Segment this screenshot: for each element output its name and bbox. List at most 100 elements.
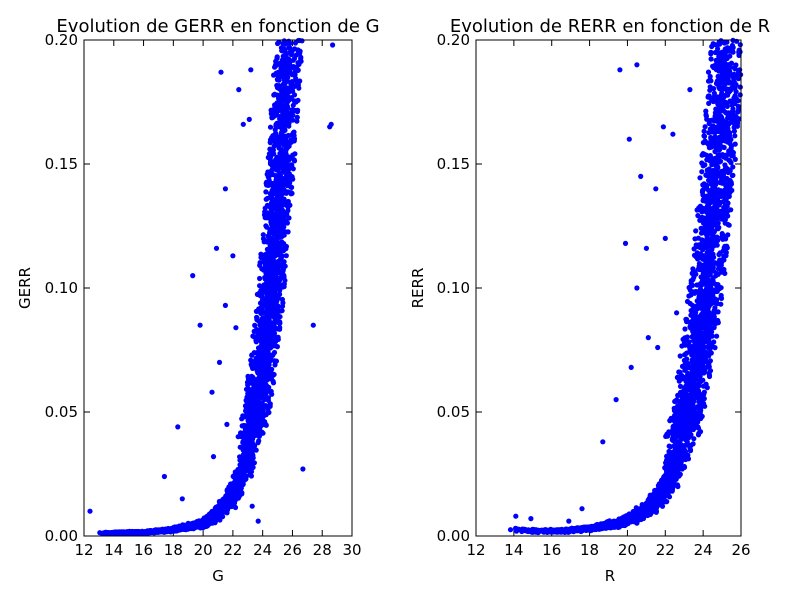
scatter-point [137,529,143,536]
scatter-point [267,124,274,130]
scatter-point [99,530,105,537]
scatter-point [286,123,292,129]
scatter-point [284,64,290,70]
scatter-point [284,103,290,109]
scatter-point [265,169,271,175]
scatter-point [237,466,243,472]
scatter-point [279,48,285,54]
scatter-point [283,169,290,175]
scatter-point [259,302,265,309]
scatter-point [284,85,290,91]
rerr-scatter-panel: Evolution de RERR en fonction de R R RER… [409,16,770,585]
scatter-point [255,345,262,351]
scatter-point [296,61,302,67]
scatter-point [277,124,283,130]
scatter-point [289,107,295,113]
y-axis-label: RERR [409,268,427,309]
scatter-point [180,524,186,530]
scatter-point [687,448,694,454]
scatter-point [282,137,288,143]
scatter-point [111,529,117,536]
scatter-point [289,71,295,77]
outlier-point [310,322,316,328]
x-tick-label: 26 [283,541,302,559]
scatter-point [293,82,300,88]
scatter-point [283,253,289,259]
scatter-point [273,203,279,209]
scatter-point [252,363,258,369]
scatter-point [261,395,267,401]
scatter-point [260,408,266,414]
scatter-point [279,282,285,288]
scatter-point [237,474,243,480]
scatter-point [258,326,264,333]
tick-group: 12 14 16 18 20 22 24 260.000.050.100.150.20 [437,31,751,559]
scatter-point [143,530,150,536]
scatter-point [247,378,253,384]
scatter-point [267,137,274,143]
scatter-point [245,410,251,416]
scatter-point [268,353,274,359]
scatter-point [234,489,241,495]
scatter-point [291,157,297,163]
scatter-point [172,525,178,531]
scatter-point [282,80,288,86]
scatter-point [235,434,241,440]
scatter-point [266,362,272,368]
scatter-point [152,528,158,534]
scatter-point [247,470,253,476]
outlier-point [300,466,306,472]
outlier-point [330,42,336,48]
y-tick-label: 0.20 [45,31,78,49]
scatter-point [257,283,263,289]
scatter-point [281,178,287,184]
outlier-point [218,69,224,75]
scatter-point [278,271,284,277]
scatter-point [259,294,265,300]
scatter-point [248,456,254,462]
scatter-point [263,391,269,397]
scatter-point [286,203,292,209]
scatter-point [241,422,247,429]
scatter-point [268,228,274,234]
outlier-point [210,454,217,460]
outlier-point [190,273,196,279]
scatter-point [290,117,296,123]
scatter-point [253,308,259,314]
scatter-point [276,241,282,247]
y-tick-label: 0.15 [45,155,78,173]
scatter-point [282,149,288,155]
scatter-point [265,281,271,287]
outlier-point [236,87,242,93]
scatter-point [272,127,278,133]
scatter-point [282,157,288,163]
scatter-point [294,114,300,120]
scatter-point [274,77,281,83]
scatter-point [260,318,266,324]
scatter-point [293,52,299,58]
y-tick-label: 0.10 [45,279,78,297]
outlier-point [216,359,223,365]
scatter-point [286,38,292,44]
scatter-point [273,283,280,289]
scatter-point [225,499,231,505]
scatter-point [271,151,277,157]
scatter-point [276,120,282,126]
scatter-point [290,112,296,118]
scatter-point [277,324,283,331]
scatter-point [271,250,277,256]
chart-title: Evolution de RERR en fonction de R [450,16,770,37]
scatter-point [275,336,281,342]
scatter-point [252,379,258,385]
outlier-point [222,302,228,308]
scatter-point [263,196,269,202]
scatter-point [245,373,251,379]
scatter-point [291,138,297,144]
x-tick-label: 12 [74,541,93,559]
scatter-point [275,192,281,198]
scatter-point [264,224,270,230]
scatter-point [252,322,258,328]
scatter-point [293,78,299,84]
scatter-point [275,275,281,281]
scatter-point [278,201,284,207]
